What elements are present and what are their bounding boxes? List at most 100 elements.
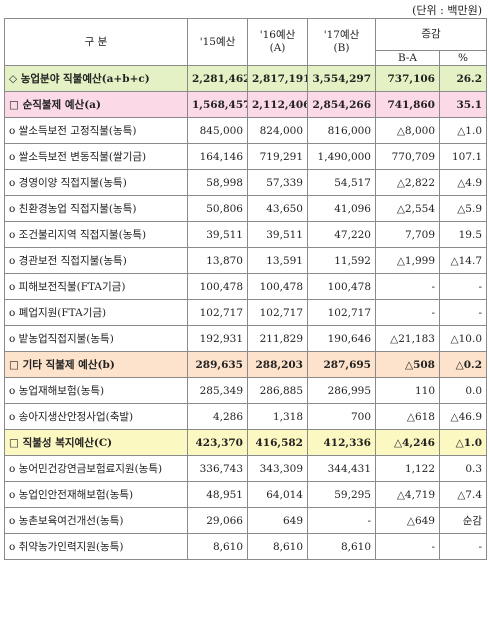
row-label: □ 기타 직불제 예산(b) [4,351,188,378]
value-2016: 824,000 [247,117,308,144]
table-row: o 쌀소득보전 고정직불(농특) 845,000 824,000 816,000 △8,… [4,117,488,144]
row-label: o 밭농업직접지불(농특) [4,325,188,352]
value-pct: △14.7 [438,247,488,274]
value-pct: 0.0 [438,377,488,404]
value-2015: 8,610 [187,533,248,560]
value-2017: 286,995 [307,377,376,404]
value-2017: 59,295 [307,481,376,508]
table-row: o 농촌보육여건개선(농특) 29,066 649- △649 순감 [4,507,488,534]
category-row: □ 직불성 복지예산(C) 423,370 416,582 412,336 △4,246… [4,429,488,456]
row-label: o 친환경농업 직접지불(농특) [4,195,188,222]
value-2015: 192,931 [187,325,248,352]
row-label: ◇ 농업분야 직불예산(a+b+c) [4,65,188,92]
value-2016: 57,339 [247,169,308,196]
value-diff: △4,246 [375,429,440,456]
value-2017: - [307,507,376,534]
value-2017: 102,717 [307,299,376,326]
value-2016: 43,650 [247,195,308,222]
value-diff: △8,000 [375,117,440,144]
table-row: o 경관보전 직접지불(농특) 13,870 13,591 11,592 △1,999 △… [4,247,488,274]
value-2016: 39,511 [247,221,308,248]
value-2015: 102,717 [187,299,248,326]
header-category: 구 분 [4,18,188,66]
value-2017: 412,336 [307,429,376,456]
table-row: o 폐업지원(FTA기금) 102,717 102,717 102,717- - [4,299,488,326]
value-diff: 770,709 [375,143,440,170]
table-row: o 친환경농업 직접지불(농특) 50,806 43,650 41,096 △2,554… [4,195,488,222]
value-2017: 11,592 [307,247,376,274]
value-2016: 286,885 [247,377,308,404]
value-diff: △649 [375,507,440,534]
header-diff: 증감 [374,18,488,51]
value-2015: 1,568,457 [187,91,248,118]
value-2017: 816,000 [307,117,376,144]
value-diff: △4,719 [375,481,440,508]
value-2017: 41,096 [307,195,376,222]
row-label: o 경관보전 직접지불(농특) [4,247,188,274]
value-pct: - [438,533,488,560]
value-2016: 100,478 [247,273,308,300]
header-2016-sub: (A) [269,42,286,54]
value-2017: 700 [307,403,376,430]
value-2016: 8,610 [247,533,308,560]
row-label: o 조건불리지역 직접지불(농특) [4,221,188,248]
row-label: o 농촌보육여건개선(농특) [4,507,188,534]
value-diff: △2,822 [375,169,440,196]
row-label: o 피해보전직불(FTA기금) [4,273,188,300]
value-diff: - [375,299,440,326]
value-pct: △4.9 [438,169,488,196]
header-2017: '17예산 (B) [307,18,376,66]
value-2015: 29,066 [187,507,248,534]
row-label: o 경영이양 직접지불(농특) [4,169,188,196]
value-diff: 110 [375,377,440,404]
value-2015: 164,146 [187,143,248,170]
value-2017: 344,431 [307,455,376,482]
row-label: o 농업인안전재해보험(농특) [4,481,188,508]
value-2016: 2,817,191 [247,65,308,92]
row-label: o 쌀소득보전 고정직불(농특) [4,117,188,144]
value-2016: 288,203 [247,351,308,378]
category-row: □ 순직불제 예산(a) 1,568,457 2,112,406 2,854,266 7… [4,91,488,118]
value-diff: 1,122 [375,455,440,482]
table-row: o 쌀소득보전 변동직불(쌀기금) 164,146 719,291 1,490,000… [4,143,488,170]
value-2016: 1,318 [247,403,308,430]
value-diff: △1,999 [375,247,440,274]
value-2017: 100,478 [307,273,376,300]
header-2015: '15예산 [187,18,248,66]
value-pct: △0.2 [438,351,488,378]
value-diff: △508 [375,351,440,378]
table-row: o 밭농업직접지불(농특) 192,931 211,829 190,646 △21,18… [4,325,488,352]
header-row: 구 분 '15예산 '16예산 (A) '17예산 (B) 증감 [4,18,488,66]
table-row: o 피해보전직불(FTA기금) 100,478 100,478 100,478- - [4,273,488,300]
category-row: □ 기타 직불제 예산(b) 289,635 288,203 287,695 △508 △… [4,351,488,378]
table-row: o 농업인안전재해보험(농특) 48,951 64,014 59,295 △4,719 △… [4,481,488,508]
value-diff: 741,860 [375,91,440,118]
row-label: □ 직불성 복지예산(C) [4,429,188,456]
header-diff-amount: B-A [375,50,440,66]
value-2017: 3,554,297 [307,65,376,92]
table-row: o 송아지생산안정사업(축발) 4,286 1,318 700 △618 △46.9 [4,403,488,430]
value-2015: 50,806 [187,195,248,222]
value-2015: 58,998 [187,169,248,196]
table-row: o 조건불리지역 직접지불(농특) 39,511 39,511 47,220 7,709… [4,221,488,248]
table-row: o 농업재해보험(농특) 285,349 286,885 286,995 110 0.0 [4,377,488,404]
row-label: o 농어민건강연금보험료지원(농특) [4,455,188,482]
value-pct: 순감 [438,507,488,534]
value-2016: 64,014 [247,481,308,508]
value-2015: 39,511 [187,221,248,248]
row-label: o 농업재해보험(농특) [4,377,188,404]
value-2016: 649 [247,507,308,534]
value-2017: 287,695 [307,351,376,378]
table-row: o 농어민건강연금보험료지원(농특) 336,743 343,309 344,431 1… [4,455,488,482]
value-2015: 2,281,462 [187,65,248,92]
table-body: ◇ 농업분야 직불예산(a+b+c) 2,281,462 2,817,191 3,55… [4,65,488,560]
value-pct: △1.0 [438,117,488,144]
value-pct: △7.4 [438,481,488,508]
value-2016: 343,309 [247,455,308,482]
budget-table: 구 분 '15예산 '16예산 (A) '17예산 (B) 증감 B-A % ◇… [4,18,488,560]
total-row: ◇ 농업분야 직불예산(a+b+c) 2,281,462 2,817,191 3,55… [4,65,488,92]
value-2015: 289,635 [187,351,248,378]
value-pct: 35.1 [438,91,488,118]
table-row: o 취약농가인력지원(농특) 8,610 8,610 8,610- - [4,533,488,560]
value-pct: - [438,273,488,300]
